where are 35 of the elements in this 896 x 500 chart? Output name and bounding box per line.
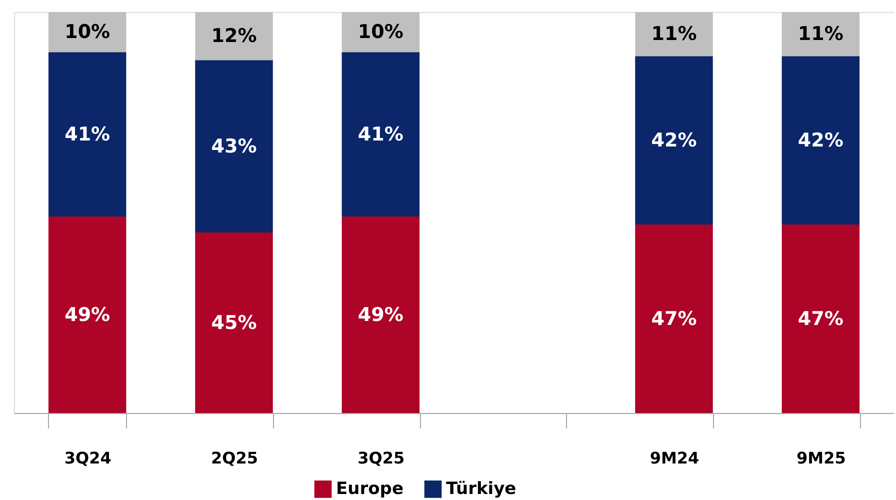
data-label: 41%	[358, 123, 404, 146]
data-label: 47%	[798, 308, 844, 330]
bar	[342, 216, 420, 413]
data-label: 43%	[211, 135, 257, 158]
data-label: 12%	[211, 25, 257, 48]
bar	[782, 224, 860, 413]
x-tick-label: 2Q25	[211, 448, 258, 468]
data-label: 45%	[211, 312, 257, 334]
data-label: 10%	[64, 21, 110, 44]
data-label: 47%	[651, 308, 697, 330]
data-label: 41%	[64, 123, 110, 146]
data-label: 11%	[798, 23, 844, 46]
x-tick-label: 3Q24	[64, 448, 112, 468]
x-tick-label: 3Q25	[358, 448, 405, 468]
data-label: 49%	[64, 304, 110, 326]
bar	[782, 56, 860, 225]
data-label: 42%	[651, 129, 697, 152]
bar	[48, 52, 126, 217]
bar	[195, 12, 273, 60]
bar	[635, 12, 713, 56]
bar	[635, 224, 713, 413]
bar	[48, 216, 126, 413]
legend-label: Europe	[336, 479, 404, 500]
legend-label: Türkiye	[446, 479, 516, 500]
data-label: 42%	[798, 129, 844, 152]
bar	[782, 12, 860, 56]
bar	[342, 52, 420, 217]
bar	[195, 60, 273, 233]
bar	[195, 232, 273, 413]
data-label: 49%	[358, 304, 404, 326]
x-tick-label: 9M25	[796, 448, 846, 468]
bar	[635, 56, 713, 225]
data-label: 11%	[651, 23, 697, 46]
data-label: 10%	[358, 21, 404, 44]
x-tick-label: 9M24	[650, 448, 700, 468]
